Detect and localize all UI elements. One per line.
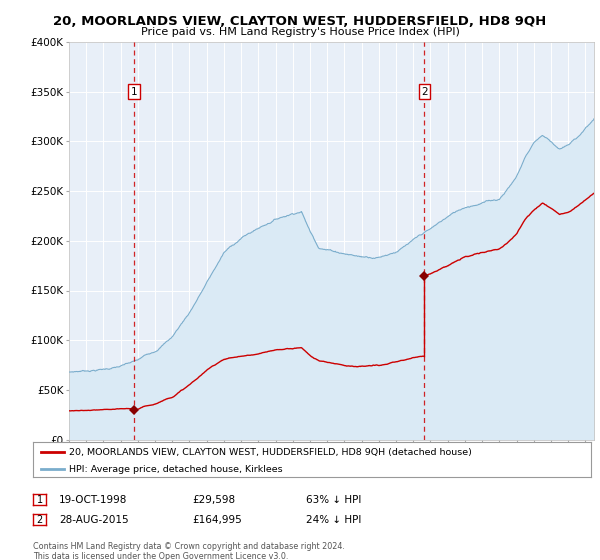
Text: 24% ↓ HPI: 24% ↓ HPI (306, 515, 361, 525)
Text: 20, MOORLANDS VIEW, CLAYTON WEST, HUDDERSFIELD, HD8 9QH (detached house): 20, MOORLANDS VIEW, CLAYTON WEST, HUDDER… (69, 447, 472, 456)
Text: Contains HM Land Registry data © Crown copyright and database right 2024.
This d: Contains HM Land Registry data © Crown c… (33, 542, 345, 560)
Text: 28-AUG-2015: 28-AUG-2015 (59, 515, 128, 525)
Text: Price paid vs. HM Land Registry's House Price Index (HPI): Price paid vs. HM Land Registry's House … (140, 27, 460, 38)
Text: HPI: Average price, detached house, Kirklees: HPI: Average price, detached house, Kirk… (69, 465, 283, 474)
Text: 1: 1 (37, 494, 43, 505)
Text: £29,598: £29,598 (192, 494, 235, 505)
Text: £164,995: £164,995 (192, 515, 242, 525)
Text: 19-OCT-1998: 19-OCT-1998 (59, 494, 127, 505)
Text: 20, MOORLANDS VIEW, CLAYTON WEST, HUDDERSFIELD, HD8 9QH: 20, MOORLANDS VIEW, CLAYTON WEST, HUDDER… (53, 15, 547, 28)
Text: 2: 2 (37, 515, 43, 525)
Text: 63% ↓ HPI: 63% ↓ HPI (306, 494, 361, 505)
Text: 1: 1 (131, 87, 138, 97)
Text: 2: 2 (421, 87, 428, 97)
